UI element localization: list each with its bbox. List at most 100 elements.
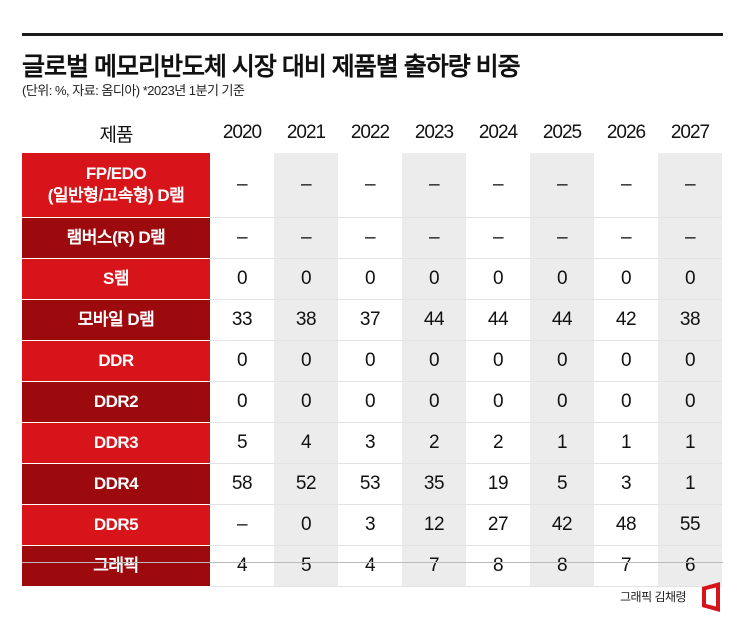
data-cell: 0 <box>466 381 530 423</box>
data-cell: 3 <box>338 422 402 464</box>
data-cell: 5 <box>210 422 274 464</box>
row-label: DDR2 <box>22 381 210 423</box>
data-cell: 37 <box>338 299 402 341</box>
data-cell: – <box>466 153 530 218</box>
data-cell: 48 <box>594 504 658 546</box>
data-cell: 53 <box>338 463 402 505</box>
data-cell: 19 <box>466 463 530 505</box>
data-cell: 5 <box>274 545 338 587</box>
data-cell: 0 <box>402 381 466 423</box>
data-cell: 0 <box>274 381 338 423</box>
data-cell: – <box>274 217 338 259</box>
table-row: 램버스(R) D램 – – – – – – – – <box>22 217 722 259</box>
data-cell: 33 <box>210 299 274 341</box>
data-cell: 44 <box>466 299 530 341</box>
table-row: S램 0 0 0 0 0 0 0 0 <box>22 258 722 300</box>
data-cell: 0 <box>274 504 338 546</box>
data-cell: 1 <box>530 422 594 464</box>
data-cell: – <box>658 153 722 218</box>
data-cell: 0 <box>402 258 466 300</box>
data-cell: – <box>338 217 402 259</box>
data-cell: 4 <box>338 545 402 587</box>
data-cell: 42 <box>594 299 658 341</box>
header-product: 제품 <box>99 124 134 146</box>
data-cell: – <box>530 153 594 218</box>
data-cell: – <box>594 217 658 259</box>
top-rule <box>22 33 723 36</box>
data-cell: 0 <box>530 381 594 423</box>
header-row: 제품 2020 2021 2022 2023 2024 2025 2026 2027 <box>22 113 722 153</box>
data-table: 제품 2020 2021 2022 2023 2024 2025 2026 2027 FP/ED… <box>22 113 722 587</box>
graphic-credit: 그래픽 김채령 <box>620 590 687 604</box>
row-label: DDR3 <box>22 422 210 464</box>
table-row: DDR 0 0 0 0 0 0 0 0 <box>22 340 722 382</box>
data-cell: 8 <box>466 545 530 587</box>
data-cell: – <box>402 217 466 259</box>
data-cell: 0 <box>594 381 658 423</box>
header-year: 2021 <box>286 122 326 143</box>
data-cell: 0 <box>530 340 594 382</box>
data-cell: 0 <box>274 258 338 300</box>
data-cell: 3 <box>338 504 402 546</box>
table-row: DDR2 0 0 0 0 0 0 0 0 <box>22 381 722 423</box>
data-cell: 5 <box>530 463 594 505</box>
data-cell: 0 <box>658 258 722 300</box>
data-cell: 35 <box>402 463 466 505</box>
data-cell: 55 <box>658 504 722 546</box>
data-cell: 0 <box>594 340 658 382</box>
data-cell: 4 <box>274 422 338 464</box>
row-label: S램 <box>22 258 210 300</box>
table-row: 모바일 D램 33 38 37 44 44 44 42 38 <box>22 299 722 341</box>
table-row: DDR4 58 52 53 35 19 5 3 1 <box>22 463 722 505</box>
data-cell: 6 <box>658 545 722 587</box>
chart-subtitle: (단위: %, 자료: 옴디아) *2023년 1분기 기준 <box>22 83 245 98</box>
table-row: 그래픽 4 5 4 7 8 8 7 6 <box>22 545 722 587</box>
table-row: FP/EDO (일반형/고속형) D램 – – – – – – – – <box>22 153 722 218</box>
row-label: DDR5 <box>22 504 210 546</box>
data-cell: 0 <box>338 340 402 382</box>
header-year: 2027 <box>670 122 710 143</box>
row-label: 그래픽 <box>22 545 210 587</box>
data-cell: – <box>594 153 658 218</box>
data-cell: 1 <box>658 463 722 505</box>
data-cell: 0 <box>658 381 722 423</box>
table-row: DDR5–0 3 12 27 42 48 55 <box>22 504 722 546</box>
data-cell: 0 <box>594 258 658 300</box>
data-cell: 0 <box>402 340 466 382</box>
row-label: 램버스(R) D램 <box>22 217 210 259</box>
row-label: FP/EDO (일반형/고속형) D램 <box>22 153 210 218</box>
data-cell: 44 <box>402 299 466 341</box>
data-cell: 0 <box>338 381 402 423</box>
header-year: 2022 <box>350 122 390 143</box>
data-cell: – <box>210 153 274 218</box>
data-cell: 38 <box>274 299 338 341</box>
data-cell: 0 <box>338 258 402 300</box>
publisher-logo-icon <box>702 582 720 612</box>
row-label: DDR4 <box>22 463 210 505</box>
data-cell: – <box>210 504 274 546</box>
data-cell: 8 <box>530 545 594 587</box>
header-year: 2024 <box>478 122 518 143</box>
chart-title: 글로벌 메모리반도체 시장 대비 제품별 출하량 비중 <box>22 53 521 81</box>
data-cell: 0 <box>210 340 274 382</box>
data-cell: – <box>466 217 530 259</box>
data-cell: 52 <box>274 463 338 505</box>
data-cell: 1 <box>594 422 658 464</box>
data-cell: 0 <box>530 258 594 300</box>
data-cell: – <box>210 217 274 259</box>
data-cell: 0 <box>274 340 338 382</box>
data-cell: 27 <box>466 504 530 546</box>
data-cell: – <box>658 217 722 259</box>
data-cell: 7 <box>594 545 658 587</box>
data-cell: 58 <box>210 463 274 505</box>
data-cell: 12 <box>402 504 466 546</box>
data-cell: 0 <box>466 340 530 382</box>
data-cell: 0 <box>658 340 722 382</box>
data-cell: 3 <box>594 463 658 505</box>
header-year: 2020 <box>222 122 262 143</box>
table-row: DDR3 5 4 3 2 2 1 1 1 <box>22 422 722 464</box>
data-cell: 44 <box>530 299 594 341</box>
data-cell: – <box>338 153 402 218</box>
data-cell: 1 <box>658 422 722 464</box>
